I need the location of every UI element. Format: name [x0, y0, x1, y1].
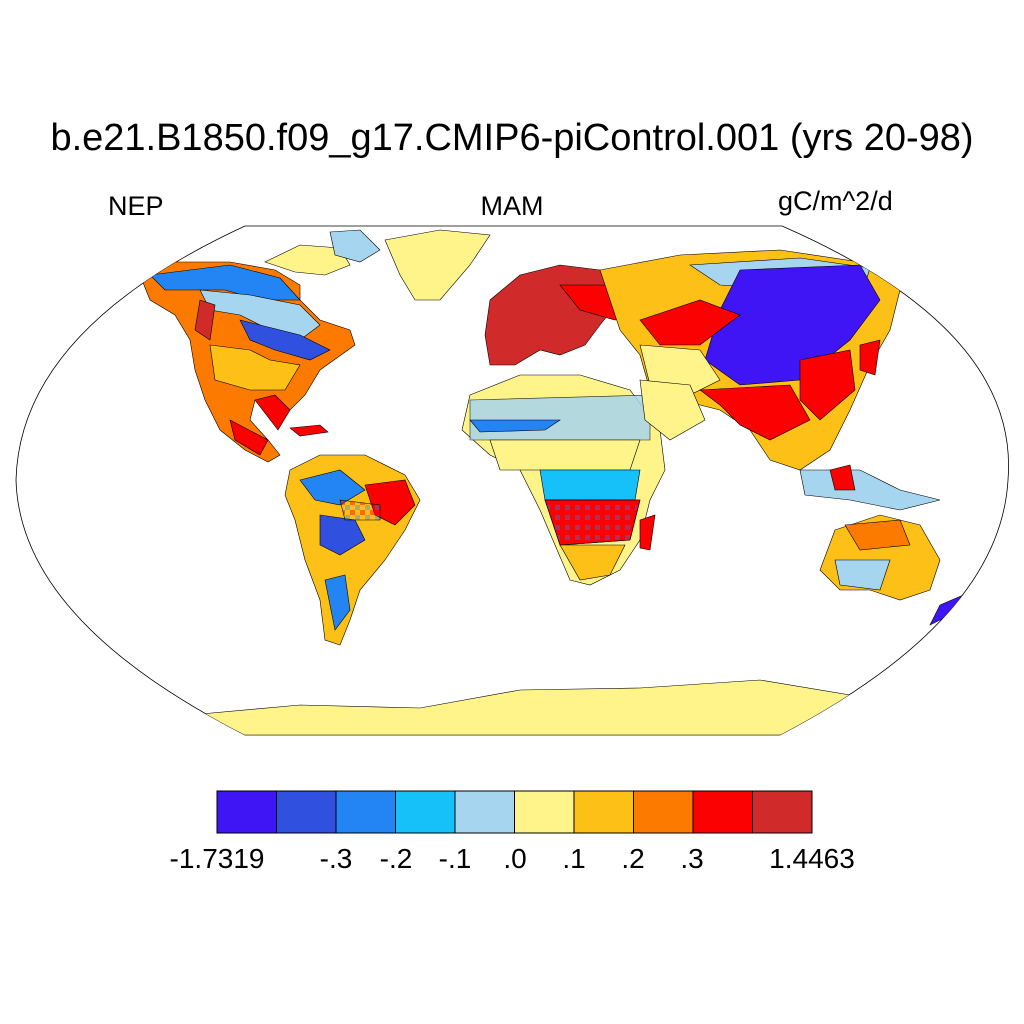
- greenland: [384, 229, 491, 301]
- antarctica: [189, 679, 851, 735]
- colorbar-box: [633, 790, 694, 834]
- plot-title: b.e21.B1850.f09_g17.CMIP6-piControl.001 …: [50, 117, 974, 159]
- colorbar-box: [692, 790, 753, 834]
- colorbar-box: [454, 790, 515, 834]
- colorbar-box: [276, 790, 337, 834]
- colorbar-box: [514, 790, 575, 834]
- season-label: MAM: [480, 191, 544, 221]
- colorbar-label-min: -1.7319: [169, 843, 265, 874]
- caribbean: [289, 424, 329, 437]
- colorbar-label: -.1: [438, 843, 472, 874]
- colorbar-label: .1: [562, 843, 586, 874]
- colorbar-labels: -1.7319 -.3 -.2 -.1 .0 .1 .2 .3 1.4463: [0, 840, 1024, 880]
- variable-label: NEP: [108, 191, 164, 221]
- units-label: gC/m^2/d: [778, 186, 893, 216]
- colorbar-box: [752, 790, 813, 834]
- arabia: [639, 379, 706, 441]
- colorbar-box: [335, 790, 396, 834]
- southeast-asia: [799, 464, 941, 511]
- world-map: [15, 225, 1009, 736]
- colorbar-label: .3: [680, 843, 704, 874]
- colorbar-label-max: 1.4463: [769, 843, 855, 874]
- arctic-islands: [264, 229, 381, 276]
- colorbar-box: [573, 790, 634, 834]
- asia: [599, 249, 901, 471]
- colorbar-box: [395, 790, 456, 834]
- colorbar-box: [216, 790, 277, 834]
- australia: [819, 514, 941, 601]
- colorbar-label: .0: [503, 843, 527, 874]
- africa: [461, 374, 666, 586]
- south-america: [284, 454, 421, 646]
- colorbar-label: -.2: [379, 843, 413, 874]
- colorbar-label: .2: [621, 843, 645, 874]
- colorbar-label: -.3: [319, 843, 353, 874]
- colorbar: [216, 790, 813, 834]
- north-america: [139, 261, 356, 463]
